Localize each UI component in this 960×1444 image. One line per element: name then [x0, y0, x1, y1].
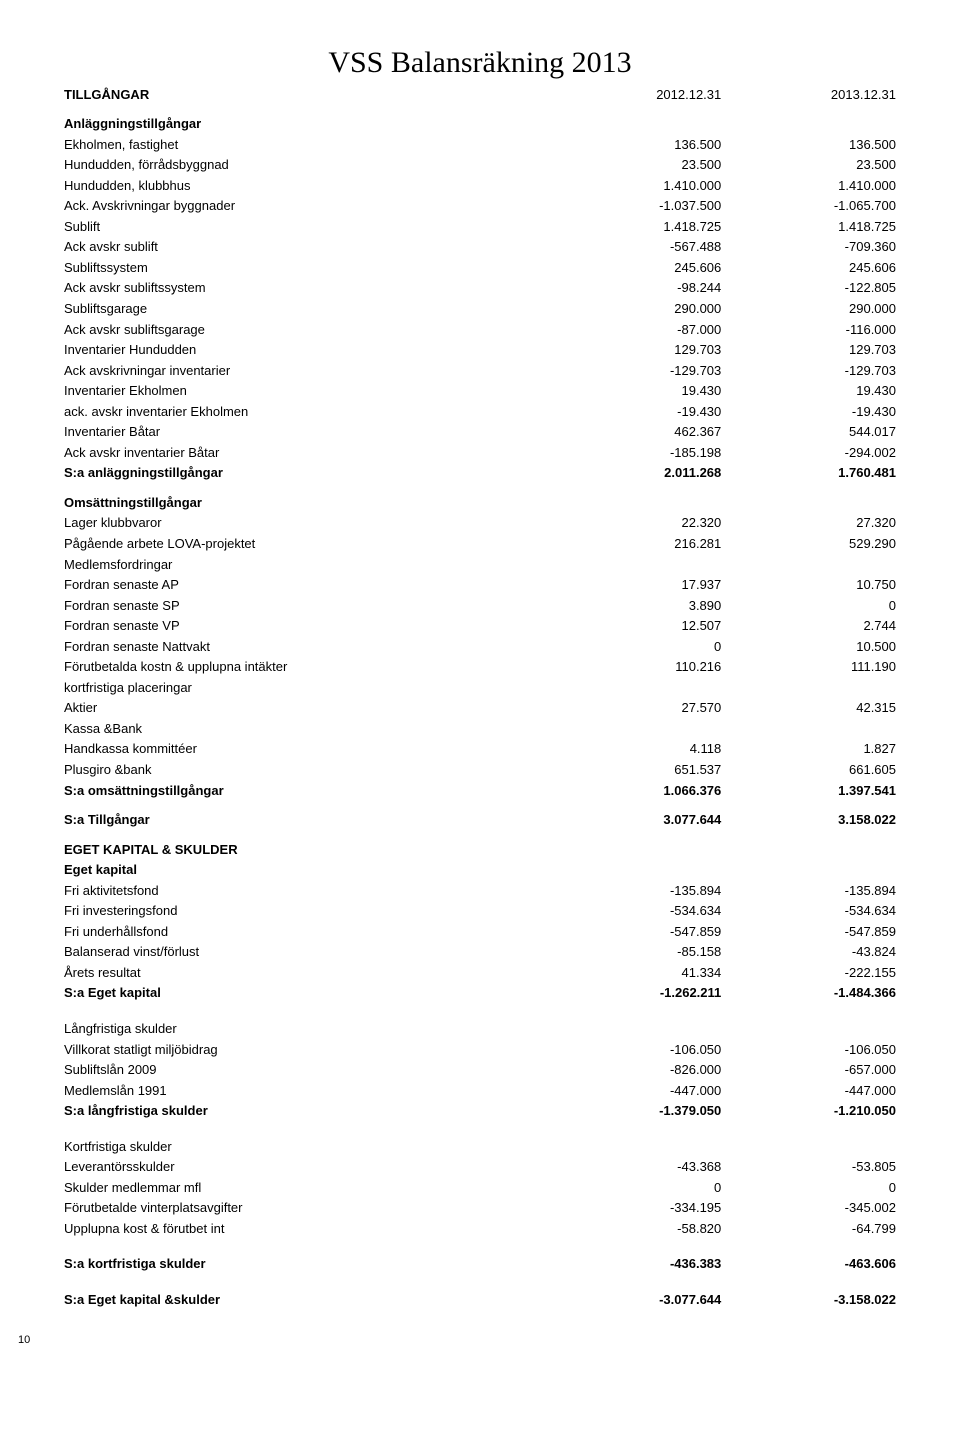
- row-medlemslan: Medlemslån 1991-447.000-447.000: [64, 1080, 896, 1101]
- row-lev: Leverantörsskulder-43.368-53.805: [64, 1157, 896, 1178]
- row-upplupna: Upplupna kost & förutbet int-58.820-64.7…: [64, 1218, 896, 1239]
- row-fri-inv: Fri investeringsfond-534.634-534.634: [64, 901, 896, 922]
- row-sum-eget: S:a Eget kapital-1.262.211-1.484.366: [64, 983, 896, 1004]
- row-fordran-vp: Fordran senaste VP12.5072.744: [64, 616, 896, 637]
- tillgangar-heading: TILLGÅNGAR: [64, 84, 547, 105]
- row-sum-anlaggning: S:a anläggningstillgångar2.011.2681.760.…: [64, 463, 896, 484]
- row-forut-vinter: Förutbetalde vinterplatsavgifter-334.195…: [64, 1198, 896, 1219]
- row-fordran-natt: Fordran senaste Nattvakt010.500: [64, 636, 896, 657]
- row-sum-omsattning: S:a omsättningstillgångar1.066.3761.397.…: [64, 780, 896, 801]
- row-bal-vinst: Balanserad vinst/förlust-85.158-43.824: [64, 942, 896, 963]
- row-subliftslan: Subliftslån 2009-826.000-657.000: [64, 1060, 896, 1081]
- row-ack-sublift: Ack avskr sublift-567.488-709.360: [64, 237, 896, 258]
- row-lova: Pågående arbete LOVA-projektet216.281529…: [64, 533, 896, 554]
- row-fri-under: Fri underhållsfond-547.859-547.859: [64, 921, 896, 942]
- row-handkassa: Handkassa kommittéer4.1181.827: [64, 739, 896, 760]
- section-omsattning: Omsättningstillgångar: [64, 492, 547, 513]
- row-sum-eget-skulder: S:a Eget kapital &skulder-3.077.644-3.15…: [64, 1290, 896, 1311]
- row-aktier: Aktier27.57042.315: [64, 698, 896, 719]
- row-arets: Årets resultat41.334-222.155: [64, 962, 896, 983]
- row-fordran-sp: Fordran senaste SP3.8900: [64, 595, 896, 616]
- row-fri-akt: Fri aktivitetsfond-135.894-135.894: [64, 880, 896, 901]
- row-ack-inv: Ack avskrivningar inventarier-129.703-12…: [64, 360, 896, 381]
- row-inv-batar: Inventarier Båtar462.367544.017: [64, 422, 896, 443]
- section-langfristiga: Långfristiga skulder: [64, 1019, 547, 1040]
- row-ack-inv-batar: Ack avskr inventarier Båtar-185.198-294.…: [64, 442, 896, 463]
- sub-medlemsfordringar: Medlemsfordringar: [64, 554, 547, 575]
- row-ack-inv-ekholmen: ack. avskr inventarier Ekholmen-19.430-1…: [64, 401, 896, 422]
- section-anlaggning: Anläggningstillgångar: [64, 114, 547, 135]
- row-ack-subliftsystem: Ack avskr subliftssystem-98.244-122.805: [64, 278, 896, 299]
- section-eget-skulder: EGET KAPITAL & SKULDER: [64, 839, 547, 860]
- row-hund-klubb: Hundudden, klubbhus1.410.0001.410.000: [64, 175, 896, 196]
- row-hund-forrad: Hundudden, förrådsbyggnad23.50023.500: [64, 155, 896, 176]
- section-kortfristiga: Kortfristiga skulder: [64, 1136, 547, 1157]
- page-title: VSS Balansräkning 2013: [64, 46, 896, 80]
- row-forut: Förutbetalda kostn & upplupna intäkter11…: [64, 657, 896, 678]
- row-ack-subliftsgarage: Ack avskr subliftsgarage-87.000-116.000: [64, 319, 896, 340]
- row-plusgiro: Plusgiro &bank651.537661.605: [64, 760, 896, 781]
- row-ekholmen-fast: Ekholmen, fastighet136.500136.500: [64, 134, 896, 155]
- section-eget-kapital: Eget kapital: [64, 860, 547, 881]
- col-2012: 2012.12.31: [547, 84, 722, 105]
- col-2013: 2013.12.31: [721, 84, 896, 105]
- row-sum-tillgangar: S:a Tillgångar3.077.6443.158.022: [64, 810, 896, 831]
- row-sum-kort: S:a kortfristiga skulder-436.383-463.606: [64, 1254, 896, 1275]
- row-inv-hund: Inventarier Hundudden129.703129.703: [64, 340, 896, 361]
- row-villkorat: Villkorat statligt miljöbidrag-106.050-1…: [64, 1039, 896, 1060]
- page-number: 10: [18, 1334, 30, 1346]
- row-fordran-ap: Fordran senaste AP17.93710.750: [64, 575, 896, 596]
- row-sk-med: Skulder medlemmar mfl00: [64, 1177, 896, 1198]
- row-sum-lang: S:a långfristiga skulder-1.379.050-1.210…: [64, 1101, 896, 1122]
- balance-sheet-page: VSS Balansräkning 2013 TILLGÅNGAR 2012.1…: [0, 0, 960, 1340]
- row-subliftsystem: Subliftssystem245.606245.606: [64, 257, 896, 278]
- row-lager: Lager klubbvaror22.32027.320: [64, 513, 896, 534]
- row-inv-ekholmen: Inventarier Ekholmen19.43019.430: [64, 381, 896, 402]
- sub-kassa-bank: Kassa &Bank: [64, 718, 547, 739]
- header-row: TILLGÅNGAR 2012.12.31 2013.12.31: [64, 84, 896, 105]
- balance-table: TILLGÅNGAR 2012.12.31 2013.12.31 Anläggn…: [64, 84, 896, 1310]
- row-subliftsgarage: Subliftsgarage290.000290.000: [64, 298, 896, 319]
- row-ack-avskr-bygg: Ack. Avskrivningar byggnader-1.037.500-1…: [64, 196, 896, 217]
- sub-kortfristiga-placeringar: kortfristiga placeringar: [64, 677, 547, 698]
- row-sublift: Sublift1.418.7251.418.725: [64, 216, 896, 237]
